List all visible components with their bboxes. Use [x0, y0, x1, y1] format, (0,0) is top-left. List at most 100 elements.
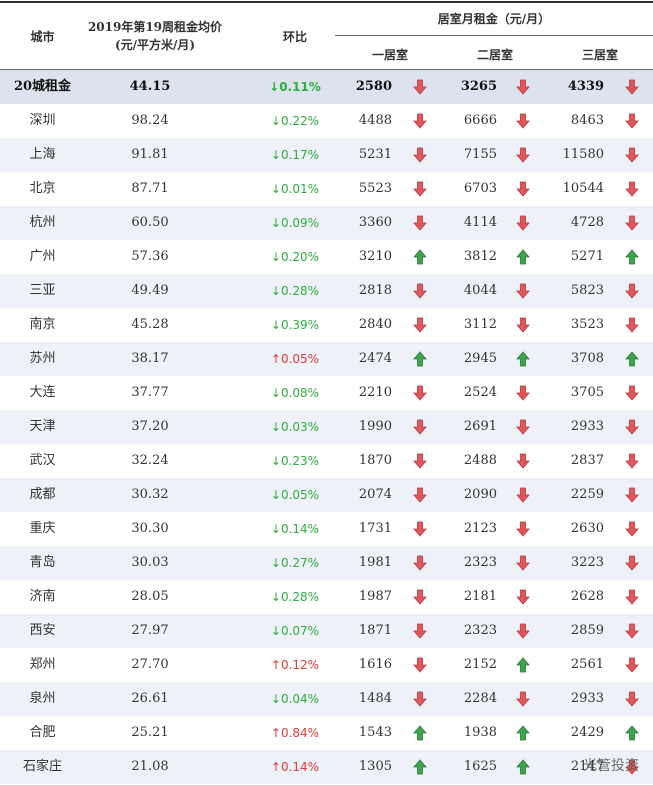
- trend-arrow-down: [413, 487, 427, 503]
- rent-value: 4728: [570, 215, 604, 230]
- change: ↑0.84%: [270, 726, 320, 740]
- rent-value: 1870: [358, 453, 392, 468]
- rent-value: 5271: [570, 249, 604, 264]
- rent-value: 10544: [562, 181, 604, 196]
- header-change: 环比: [282, 30, 307, 44]
- price: 30.03: [131, 555, 169, 570]
- rent-value: 2474: [358, 351, 392, 366]
- city: 济南: [29, 589, 56, 604]
- trend-arrow-down: [625, 589, 639, 605]
- trend-arrow-down: [516, 215, 530, 231]
- header-room: 三居室: [581, 48, 618, 62]
- price: 44.15: [129, 79, 171, 94]
- trend-arrow-down: [625, 555, 639, 571]
- rent-value: 2818: [358, 283, 392, 298]
- trend-arrow-down: [413, 623, 427, 639]
- trend-arrow-up: [413, 725, 427, 741]
- change: ↓0.27%: [270, 556, 320, 570]
- table-row: 郑州 27.70 ↑0.12% 1616 2152 2561: [0, 648, 653, 682]
- trend-arrow-down: [413, 283, 427, 299]
- price: 25.21: [131, 725, 169, 740]
- rent-value: 5231: [358, 147, 392, 162]
- rent-value: 1871: [358, 623, 392, 638]
- rent-value: 5523: [358, 181, 392, 196]
- trend-arrow-up: [516, 351, 530, 367]
- price: 45.28: [131, 317, 169, 332]
- change: ↓0.04%: [270, 692, 320, 706]
- table-row: 上海 91.81 ↓0.17% 5231 7155 11580: [0, 138, 653, 172]
- price: 49.49: [131, 283, 169, 298]
- top-rule: [0, 1, 653, 3]
- table-row: 南京 45.28 ↓0.39% 2840 3112 3523: [0, 308, 653, 342]
- trend-arrow-down: [625, 385, 639, 401]
- rent-value: 1625: [463, 759, 497, 774]
- rent-value: 2840: [358, 317, 392, 332]
- rent-value: 2561: [570, 657, 604, 672]
- price: 27.70: [131, 657, 169, 672]
- city: 石家庄: [22, 759, 62, 774]
- trend-arrow-down: [413, 215, 427, 231]
- trend-arrow-down: [413, 555, 427, 571]
- rent-value: 4044: [463, 283, 497, 298]
- trend-arrow-down: [625, 283, 639, 299]
- table-row: 20城租金 44.15 ↓0.11% 2580 3265 4339: [0, 70, 653, 104]
- trend-arrow-down: [625, 691, 639, 707]
- rent-value: 2284: [463, 691, 497, 706]
- rent-value: 2859: [570, 623, 604, 638]
- city: 广州: [29, 249, 56, 264]
- trend-arrow-down: [516, 419, 530, 435]
- trend-arrow-down: [516, 147, 530, 163]
- rent-value: 3705: [570, 385, 604, 400]
- trend-arrow-up: [625, 725, 639, 741]
- rent-value: 3360: [358, 215, 392, 230]
- rent-value: 3812: [463, 249, 497, 264]
- city: 合肥: [29, 725, 56, 740]
- price: 60.50: [131, 215, 169, 230]
- rent-value: 2123: [463, 521, 497, 536]
- rent-value: 4114: [463, 215, 497, 230]
- header-room: 一居室: [371, 48, 408, 62]
- rent-value: 2945: [463, 351, 497, 366]
- table-row: 天津 37.20 ↓0.03% 1990 2691 2933: [0, 410, 653, 444]
- trend-arrow-down: [516, 453, 530, 469]
- trend-arrow-down: [625, 181, 639, 197]
- rent-value: 1731: [358, 521, 392, 536]
- rent-value: 2488: [463, 453, 497, 468]
- table-row: 西安 27.97 ↓0.07% 1871 2323 2859: [0, 614, 653, 648]
- rent-value: 1938: [463, 725, 497, 740]
- table-row: 大连 37.77 ↓0.08% 2210 2524 3705: [0, 376, 653, 410]
- change: ↓0.20%: [270, 250, 320, 264]
- rent-value: 2580: [355, 79, 392, 94]
- change: ↓0.11%: [269, 80, 321, 94]
- table-row: 武汉 32.24 ↓0.23% 1870 2488 2837: [0, 444, 653, 478]
- table-row: 杭州 60.50 ↓0.09% 3360 4114 4728: [0, 206, 653, 240]
- rent-value: 2429: [570, 725, 604, 740]
- header-price-unit: (元/平方米/月): [114, 38, 196, 52]
- trend-arrow-down: [413, 691, 427, 707]
- trend-arrow-down: [413, 521, 427, 537]
- header-rent-title: 居室月租金（元/月）: [437, 12, 551, 26]
- table-row: 合肥 25.21 ↑0.84% 1543 1938 2429: [0, 716, 653, 750]
- trend-arrow-down: [413, 147, 427, 163]
- rent-value: 1987: [358, 589, 392, 604]
- rent-value: 3112: [463, 317, 497, 332]
- table-row: 济南 28.05 ↓0.28% 1987 2181 2628: [0, 580, 653, 614]
- trend-arrow-up: [516, 249, 530, 265]
- price: 32.24: [131, 453, 169, 468]
- price: 98.24: [131, 113, 169, 128]
- rent-value: 1990: [358, 419, 392, 434]
- trend-arrow-down: [516, 487, 530, 503]
- change: ↓0.28%: [270, 284, 320, 298]
- rent-value: 8463: [570, 113, 604, 128]
- trend-arrow-down: [516, 283, 530, 299]
- rent-value: 3223: [570, 555, 604, 570]
- price: 26.61: [131, 691, 169, 706]
- trend-arrow-down: [516, 521, 530, 537]
- trend-arrow-down: [413, 113, 427, 129]
- price: 87.71: [131, 181, 169, 196]
- change: ↑0.14%: [270, 760, 320, 774]
- trend-arrow-down: [413, 657, 427, 673]
- rent-value: 2323: [463, 555, 497, 570]
- trend-arrow-down: [413, 79, 427, 95]
